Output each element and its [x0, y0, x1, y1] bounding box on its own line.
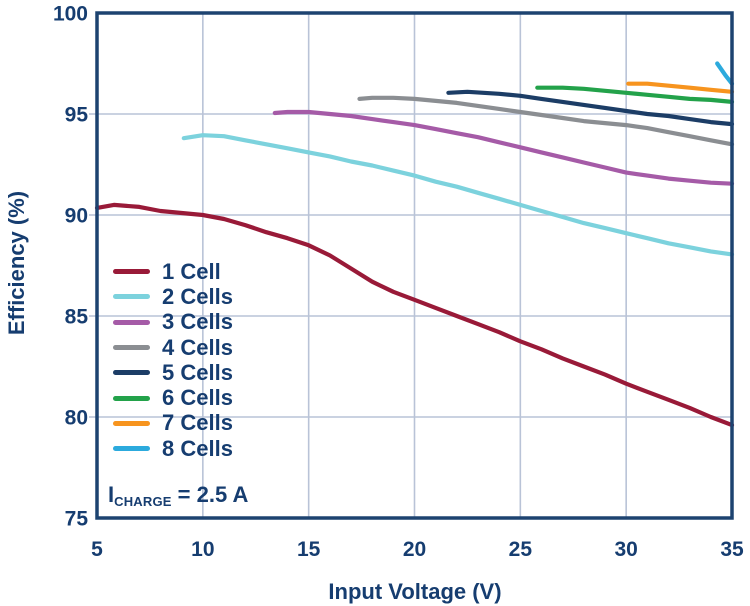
- y-tick-label: 80: [65, 407, 88, 430]
- curve-2-cells: [181, 133, 735, 257]
- curve-5-cells: [446, 89, 735, 127]
- legend-item-7-cells: 7 Cells: [113, 410, 233, 436]
- x-tick-label: 20: [403, 538, 426, 561]
- annotation-subscript: CHARGE: [114, 494, 172, 509]
- legend-label: 5 Cells: [162, 359, 233, 385]
- y-axis-title: Efficiency (%): [4, 190, 29, 336]
- legend: 1 Cell 2 Cells 3 Cells 4 Cells 5 Cells 6…: [113, 259, 233, 461]
- curve-3-cells: [272, 109, 735, 186]
- legend-swatch-8-cells: [113, 446, 150, 452]
- x-axis-title: Input Voltage (V): [328, 579, 502, 604]
- legend-swatch-4-cells: [113, 345, 150, 351]
- y-tick-label: 90: [65, 205, 88, 228]
- annotation-symbol: I: [108, 482, 115, 507]
- x-tick-label: 15: [297, 538, 321, 561]
- charge-current-annotation: ICHARGE = 2.5 A: [108, 482, 248, 509]
- y-tick-label: 75: [65, 508, 89, 531]
- legend-label: 4 Cells: [162, 334, 233, 360]
- legend-swatch-2-cells: [113, 294, 150, 300]
- y-tick-label: 85: [65, 306, 89, 329]
- x-tick-label: 30: [614, 538, 637, 561]
- legend-swatch-7-cells: [113, 420, 150, 426]
- curve-6-cells: [535, 85, 735, 105]
- legend-item-1-cell: 1 Cell: [113, 259, 233, 284]
- x-tick-label: 35: [720, 538, 744, 561]
- x-tick-label: 5: [91, 538, 103, 561]
- legend-item-2-cells: 2 Cells: [113, 284, 233, 309]
- curve-7-cells: [626, 81, 735, 94]
- curve-4-cells: [357, 95, 735, 147]
- x-tick-label: 10: [191, 538, 214, 561]
- legend-swatch-1-cell: [113, 269, 150, 275]
- legend-label: 3 Cells: [162, 309, 233, 335]
- legend-label: 7 Cells: [162, 410, 233, 436]
- legend-swatch-6-cells: [113, 395, 150, 401]
- legend-label: 8 Cells: [162, 435, 233, 461]
- legend-label: 1 Cell: [162, 258, 221, 284]
- annotation-value: = 2.5 A: [177, 482, 249, 507]
- legend-item-4-cells: 4 Cells: [113, 335, 233, 360]
- y-tick-label: 100: [53, 3, 88, 26]
- curve-1-cell: [94, 202, 735, 428]
- legend-label: 6 Cells: [162, 385, 233, 411]
- legend-swatch-5-cells: [113, 370, 150, 376]
- x-tick-label: 25: [509, 538, 533, 561]
- legend-item-5-cells: 5 Cells: [113, 360, 233, 385]
- y-tick-label: 95: [65, 104, 89, 127]
- plot-border: [95, 11, 734, 520]
- legend-item-3-cells: 3 Cells: [113, 309, 233, 335]
- curve-8-cells: [715, 61, 735, 86]
- legend-item-8-cells: 8 Cells: [113, 436, 233, 461]
- legend-swatch-3-cells: [113, 319, 150, 325]
- legend-label: 2 Cells: [162, 283, 233, 309]
- legend-item-6-cells: 6 Cells: [113, 385, 233, 410]
